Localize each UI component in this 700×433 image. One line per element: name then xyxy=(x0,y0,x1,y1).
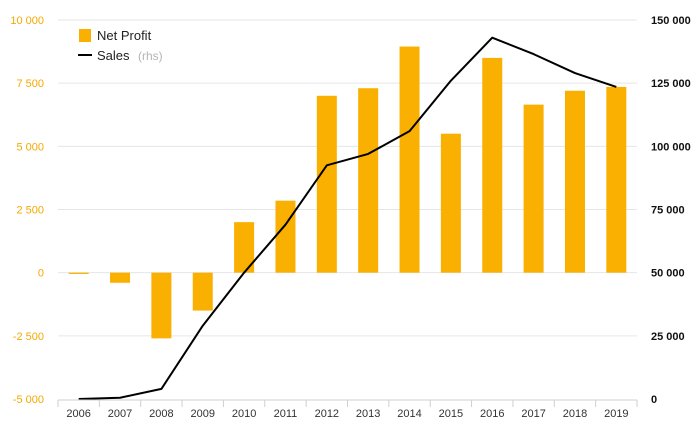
sales-line xyxy=(78,36,617,400)
x-axis-tick-label: 2006 xyxy=(66,408,90,420)
right-axis-tick-label: 100 000 xyxy=(651,141,691,153)
left-axis-tick-label: 5 000 xyxy=(16,141,44,153)
bar-net-profit xyxy=(68,272,89,274)
x-axis-tick-label: 2007 xyxy=(108,408,132,420)
right-axis-tick-label: 75 000 xyxy=(651,205,685,217)
x-axis-tick-label: 2015 xyxy=(439,408,463,420)
x-axis-tick-label: 2009 xyxy=(191,408,215,420)
bar-net-profit xyxy=(482,57,503,273)
left-axis-tick-label: 7 500 xyxy=(16,78,44,90)
legend-label-net-profit: Net Profit xyxy=(97,28,152,43)
x-axis-tick-label: 2016 xyxy=(480,408,504,420)
left-axis-tick-label: -5 000 xyxy=(13,394,44,406)
right-axis-tick-label: 25 000 xyxy=(651,331,685,343)
left-axis-tick-label: -2 500 xyxy=(13,331,44,343)
bar-net-profit xyxy=(192,272,213,311)
bar-net-profit xyxy=(358,88,379,273)
axes: -5 000 -2 500 0 2 500 5 000 7 500 10 000 0 25 00… xyxy=(10,15,690,420)
x-axis-tick-label: 2019 xyxy=(604,408,628,420)
left-axis-tick-label: 2 500 xyxy=(16,205,44,217)
legend-sales-name: Sales xyxy=(97,48,130,63)
bar-net-profit xyxy=(523,104,544,273)
grid-lines xyxy=(58,19,637,337)
x-axis-tick-label: 2012 xyxy=(315,408,339,420)
bar-net-profit xyxy=(316,95,337,273)
bar-net-profit xyxy=(234,222,255,273)
left-axis-tick-label: 0 xyxy=(38,268,44,280)
x-axis-tick-label: 2017 xyxy=(521,408,545,420)
legend-sales-suffix: (rhs) xyxy=(138,49,163,63)
bar-net-profit xyxy=(110,272,131,283)
right-axis-tick-label: 125 000 xyxy=(651,78,691,90)
bar-net-profit xyxy=(564,90,585,273)
bar-net-profit xyxy=(399,46,420,273)
legend-label-sales: Sales (rhs) xyxy=(97,47,163,64)
x-axis-tick-label: 2013 xyxy=(356,408,380,420)
x-axis-tick-label: 2018 xyxy=(563,408,587,420)
x-axis-tick-label: 2014 xyxy=(397,408,421,420)
bar-net-profit xyxy=(275,200,296,273)
bar-net-profit xyxy=(606,86,627,273)
right-axis-tick-label: 150 000 xyxy=(651,15,691,27)
x-axis-tick-label: 2011 xyxy=(274,408,298,420)
bar-net-profit xyxy=(151,272,172,339)
bar-series-net-profit xyxy=(68,46,627,339)
line-series-sales xyxy=(78,36,617,400)
legend-swatch-net-profit xyxy=(79,29,91,42)
x-axis-tick-label: 2008 xyxy=(149,408,173,420)
right-axis-tick-label: 0 xyxy=(651,394,657,406)
legend: Net Profit Sales (rhs) xyxy=(78,28,163,64)
left-axis-tick-label: 10 000 xyxy=(10,15,44,27)
bar-net-profit xyxy=(440,133,461,273)
x-axis-tick-label: 2010 xyxy=(232,408,256,420)
right-axis-tick-label: 50 000 xyxy=(651,268,685,280)
